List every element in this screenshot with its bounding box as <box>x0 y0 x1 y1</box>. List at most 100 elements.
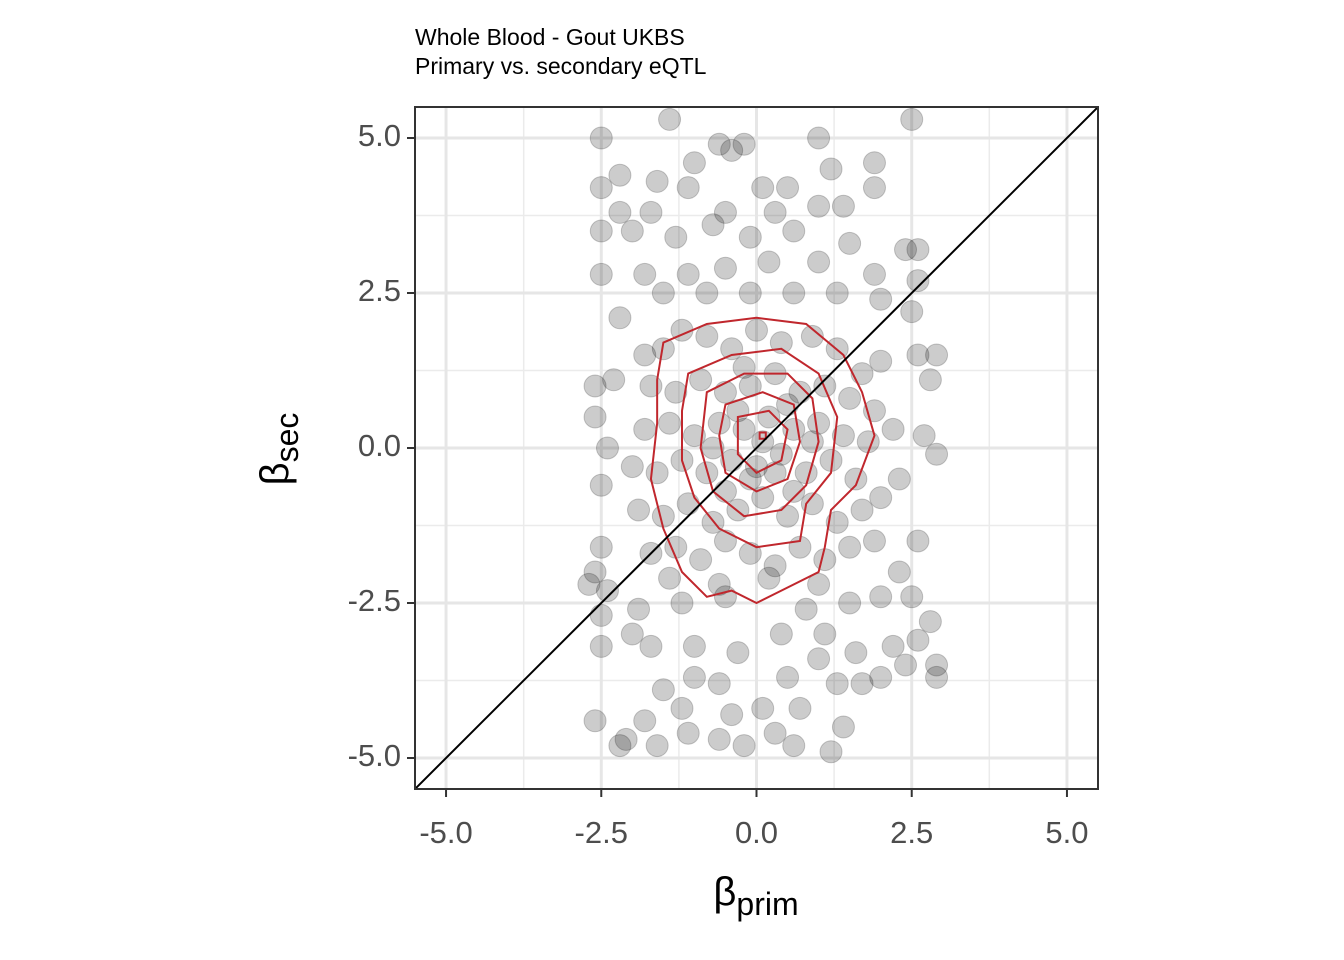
scatter-point <box>720 138 744 162</box>
scatter-point <box>807 194 831 218</box>
scatter-point <box>738 541 762 565</box>
scatter-point <box>763 554 787 578</box>
scatter-point <box>869 585 893 609</box>
scatter-point <box>682 665 706 689</box>
scatter-point <box>627 498 651 522</box>
scatter-point <box>589 262 613 286</box>
x-axis-symbol: β <box>713 870 736 914</box>
scatter-point <box>651 281 675 305</box>
scatter-point <box>701 213 725 237</box>
scatter-point <box>589 535 613 559</box>
scatter-point <box>862 176 886 200</box>
scatter-point <box>689 548 713 572</box>
scatter-point <box>608 306 632 330</box>
y-axis-symbol: β <box>253 462 297 485</box>
scatter-point <box>800 430 824 454</box>
scatter-point <box>732 132 756 156</box>
scatter-point <box>900 300 924 324</box>
scatter-point <box>807 411 831 435</box>
scatter-point <box>682 634 706 658</box>
scatter-point <box>844 641 868 665</box>
scatter-point <box>713 380 737 404</box>
chart-subtitle: Primary vs. secondary eQTL <box>415 53 707 79</box>
scatter-point <box>670 591 694 615</box>
scatter-point <box>788 696 812 720</box>
scatter-point <box>813 548 837 572</box>
x-tick-label: 2.5 <box>890 815 933 850</box>
scatter-point <box>763 200 787 224</box>
scatter-point <box>881 417 905 441</box>
scatter-point <box>813 622 837 646</box>
scatter-point <box>608 163 632 187</box>
scatter-point <box>900 585 924 609</box>
scatter-point <box>682 151 706 175</box>
scatter-point <box>831 194 855 218</box>
scatter-point <box>633 343 657 367</box>
scatter-point <box>782 734 806 758</box>
scatter-point <box>807 250 831 274</box>
scatter-point <box>639 634 663 658</box>
scatter-point <box>887 560 911 584</box>
y-tick-label: -5.0 <box>348 738 401 773</box>
scatter-point <box>583 405 607 429</box>
scatter-point <box>906 628 930 652</box>
scatter-point <box>676 176 700 200</box>
scatter-point <box>782 479 806 503</box>
scatter-point <box>713 529 737 553</box>
scatter-point <box>825 510 849 534</box>
x-tick-label: -5.0 <box>419 815 472 850</box>
scatter-point <box>844 467 868 491</box>
scatter-point <box>602 368 626 392</box>
scatter-point <box>831 715 855 739</box>
scatter-point <box>838 535 862 559</box>
scatter-point <box>633 262 657 286</box>
scatter-point <box>869 665 893 689</box>
scatter-point <box>745 318 768 342</box>
plot-marks <box>415 107 1098 789</box>
scatter-point <box>682 424 706 448</box>
density-contour <box>736 409 789 475</box>
scatter-point <box>794 461 818 485</box>
scatter-point <box>614 727 638 751</box>
scatter-point <box>769 331 793 355</box>
scatter-point <box>732 355 756 379</box>
scatter-point <box>850 672 874 696</box>
scatter-point <box>620 455 644 479</box>
scatter-point <box>707 572 731 596</box>
scatter-point <box>738 281 762 305</box>
scatter-point <box>763 721 787 745</box>
scatter-point <box>583 709 607 733</box>
y-axis-subscript: sec <box>269 413 305 463</box>
density-contour <box>699 372 820 518</box>
scatter-point <box>925 653 949 677</box>
scatter-point <box>620 622 644 646</box>
scatter-point <box>658 107 682 131</box>
scatter-point <box>713 479 737 503</box>
scatter-point <box>633 417 657 441</box>
scatter-point <box>676 262 700 286</box>
scatter-point <box>645 169 669 193</box>
scatter-point <box>838 386 862 410</box>
scatter-point <box>838 591 862 615</box>
y-tick-label: 0.0 <box>358 428 401 463</box>
scatter-point <box>825 281 849 305</box>
scatter-point <box>676 492 700 516</box>
scatter-point <box>620 219 644 243</box>
scatter-point <box>695 281 719 305</box>
scatter-point <box>776 176 800 200</box>
scatter-point <box>831 424 855 448</box>
scatter-point <box>664 225 688 249</box>
scatter-point <box>589 473 613 497</box>
x-axis-subscript: prim <box>736 886 798 922</box>
density-contour <box>718 391 801 493</box>
scatter-point <box>639 374 663 398</box>
scatter-point <box>707 672 731 696</box>
scatter-point <box>595 436 619 460</box>
density-contour <box>649 316 876 605</box>
scatter-point <box>633 709 657 733</box>
x-axis-title: βprim <box>713 870 798 922</box>
scatter-point <box>776 504 800 528</box>
scatter-point <box>925 442 949 466</box>
